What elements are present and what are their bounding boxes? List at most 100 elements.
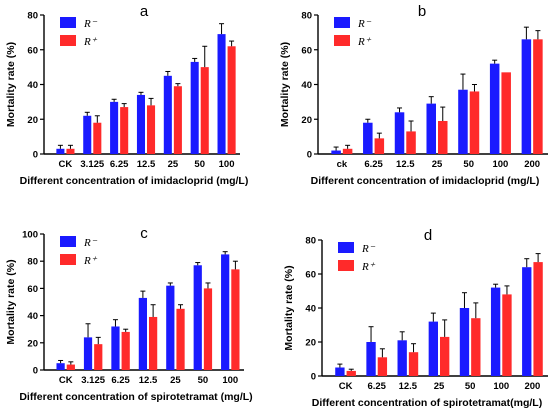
bar-r-minus bbox=[56, 363, 65, 370]
y-tick-label: 100 bbox=[22, 230, 38, 241]
bar-r-minus bbox=[490, 287, 501, 376]
legend-entry: R⁺ bbox=[361, 261, 376, 273]
bar-r-plus bbox=[346, 370, 356, 376]
x-tick-label: CK bbox=[59, 375, 73, 386]
bar-r-plus bbox=[408, 352, 419, 376]
legend-entry: R⁺ bbox=[83, 36, 98, 48]
legend-swatch bbox=[60, 17, 76, 28]
x-tick-label: 12.5 bbox=[399, 381, 418, 392]
legend-swatch bbox=[60, 254, 76, 265]
x-tick-label: 12.5 bbox=[137, 159, 156, 170]
y-tick-label: 80 bbox=[301, 11, 312, 22]
y-tick-label: 20 bbox=[27, 338, 38, 349]
legend-entry: R⁻ bbox=[357, 18, 372, 30]
chart-panel-a: 0 20 40 60 80 CK 3.125 6.25 12.5 25 50 100 Mortality… bbox=[5, 3, 248, 187]
bar-r-plus bbox=[121, 331, 130, 370]
legend-entry: R⁻ bbox=[83, 237, 98, 249]
y-tick-label: 20 bbox=[305, 338, 316, 349]
bar-r-minus bbox=[138, 297, 147, 370]
bar-r-plus bbox=[377, 357, 388, 376]
bar-r-minus bbox=[458, 89, 468, 154]
x-tick-label: 6.25 bbox=[364, 159, 383, 170]
legend-swatch bbox=[338, 242, 354, 253]
bar-r-minus bbox=[521, 39, 532, 155]
bar-r-minus bbox=[366, 342, 376, 376]
y-tick-label: 20 bbox=[301, 115, 312, 126]
legend-swatch bbox=[60, 35, 76, 46]
bar-r-minus bbox=[193, 265, 202, 370]
legend-swatch bbox=[334, 17, 350, 28]
panel-letter: d bbox=[424, 227, 432, 244]
x-tick-label: 200 bbox=[524, 159, 540, 170]
bar-r-plus bbox=[438, 120, 448, 154]
bar-r-plus bbox=[533, 39, 543, 155]
legend-entry: R⁻ bbox=[83, 18, 98, 30]
chart-panel-b: 0 20 40 60 80 ck 6.25 12.5 25 50 100 200 Mortality r… bbox=[279, 3, 548, 187]
x-tick-label: 12.5 bbox=[396, 159, 415, 170]
bar-r-plus bbox=[342, 148, 353, 154]
legend-entry: R⁺ bbox=[357, 36, 372, 48]
bar-r-plus bbox=[502, 294, 512, 376]
x-tick-label: 100 bbox=[493, 381, 509, 392]
bar-r-minus bbox=[335, 367, 345, 376]
bar-r-minus bbox=[136, 94, 145, 154]
y-tick-label: 60 bbox=[305, 270, 316, 281]
x-axis-label: Different concentration of imidacloprid … bbox=[311, 175, 540, 187]
bar-r-minus bbox=[163, 75, 172, 154]
bar-r-plus bbox=[227, 46, 236, 154]
bar-r-minus bbox=[221, 254, 230, 370]
y-tick-label: 40 bbox=[305, 304, 316, 315]
x-tick-label: 50 bbox=[198, 375, 209, 386]
bar-r-plus bbox=[147, 105, 156, 154]
bar-r-minus bbox=[426, 103, 436, 154]
legend-swatch bbox=[338, 260, 354, 271]
legend-swatch bbox=[334, 35, 350, 46]
legend-entry: R⁻ bbox=[361, 243, 376, 255]
x-tick-label: 12.5 bbox=[139, 375, 158, 386]
bar-r-minus bbox=[83, 337, 93, 370]
bar-r-plus bbox=[120, 107, 129, 154]
bar-r-plus bbox=[469, 91, 480, 154]
bar-r-minus bbox=[56, 148, 65, 154]
y-tick-label: 60 bbox=[27, 284, 38, 295]
x-axis-label: Different concentration of spirotetramat… bbox=[19, 391, 252, 403]
x-tick-label: 3.125 bbox=[80, 159, 104, 170]
bar-r-minus bbox=[110, 101, 119, 154]
x-axis-label: Different concentration of spirotetramat… bbox=[312, 397, 542, 409]
x-tick-label: 25 bbox=[168, 159, 179, 170]
y-axis-label: Mortality rate (%) bbox=[279, 42, 291, 127]
panel-letter: c bbox=[140, 225, 148, 242]
bar-r-minus bbox=[522, 267, 532, 376]
y-tick-label: 60 bbox=[301, 45, 312, 56]
bar-r-plus bbox=[94, 344, 103, 370]
x-tick-label: 50 bbox=[463, 159, 474, 170]
bar-r-plus bbox=[374, 138, 385, 154]
x-tick-label: 100 bbox=[219, 159, 235, 170]
y-tick-label: 60 bbox=[27, 45, 38, 56]
bar-r-minus bbox=[111, 326, 120, 370]
chart-panel-d: 0 20 40 60 80 CK 6.25 12.5 25 50 100 200 Mortality r… bbox=[283, 227, 548, 409]
bar-r-minus bbox=[459, 308, 470, 376]
bar-r-minus bbox=[428, 321, 438, 376]
bar-r-plus bbox=[406, 131, 416, 154]
bar-r-plus bbox=[200, 67, 209, 154]
x-tick-label: 25 bbox=[434, 381, 445, 392]
x-tick-label: ck bbox=[337, 159, 348, 170]
x-tick-label: 25 bbox=[170, 375, 181, 386]
legend-swatch bbox=[60, 236, 76, 247]
y-axis-label: Mortality rate (%) bbox=[5, 42, 17, 127]
bar-r-plus bbox=[501, 72, 511, 154]
bar-r-plus bbox=[440, 336, 450, 376]
y-tick-label: 0 bbox=[33, 366, 38, 377]
y-axis-label: Mortality rate (%) bbox=[283, 265, 295, 350]
bar-r-minus bbox=[489, 63, 500, 154]
bar-r-plus bbox=[533, 262, 543, 376]
y-tick-label: 0 bbox=[33, 150, 38, 161]
bar-r-minus bbox=[394, 112, 405, 154]
legend-entry: R⁺ bbox=[83, 255, 98, 267]
y-axis-label: Mortality rate (%) bbox=[5, 259, 17, 344]
bar-r-minus bbox=[190, 61, 199, 154]
bar-r-plus bbox=[66, 148, 75, 154]
chart-panel-c: 0 20 40 60 80 100 CK 3.125 6.25 12.5 25 50 100 Mortal… bbox=[5, 225, 253, 403]
x-tick-label: 100 bbox=[222, 375, 238, 386]
